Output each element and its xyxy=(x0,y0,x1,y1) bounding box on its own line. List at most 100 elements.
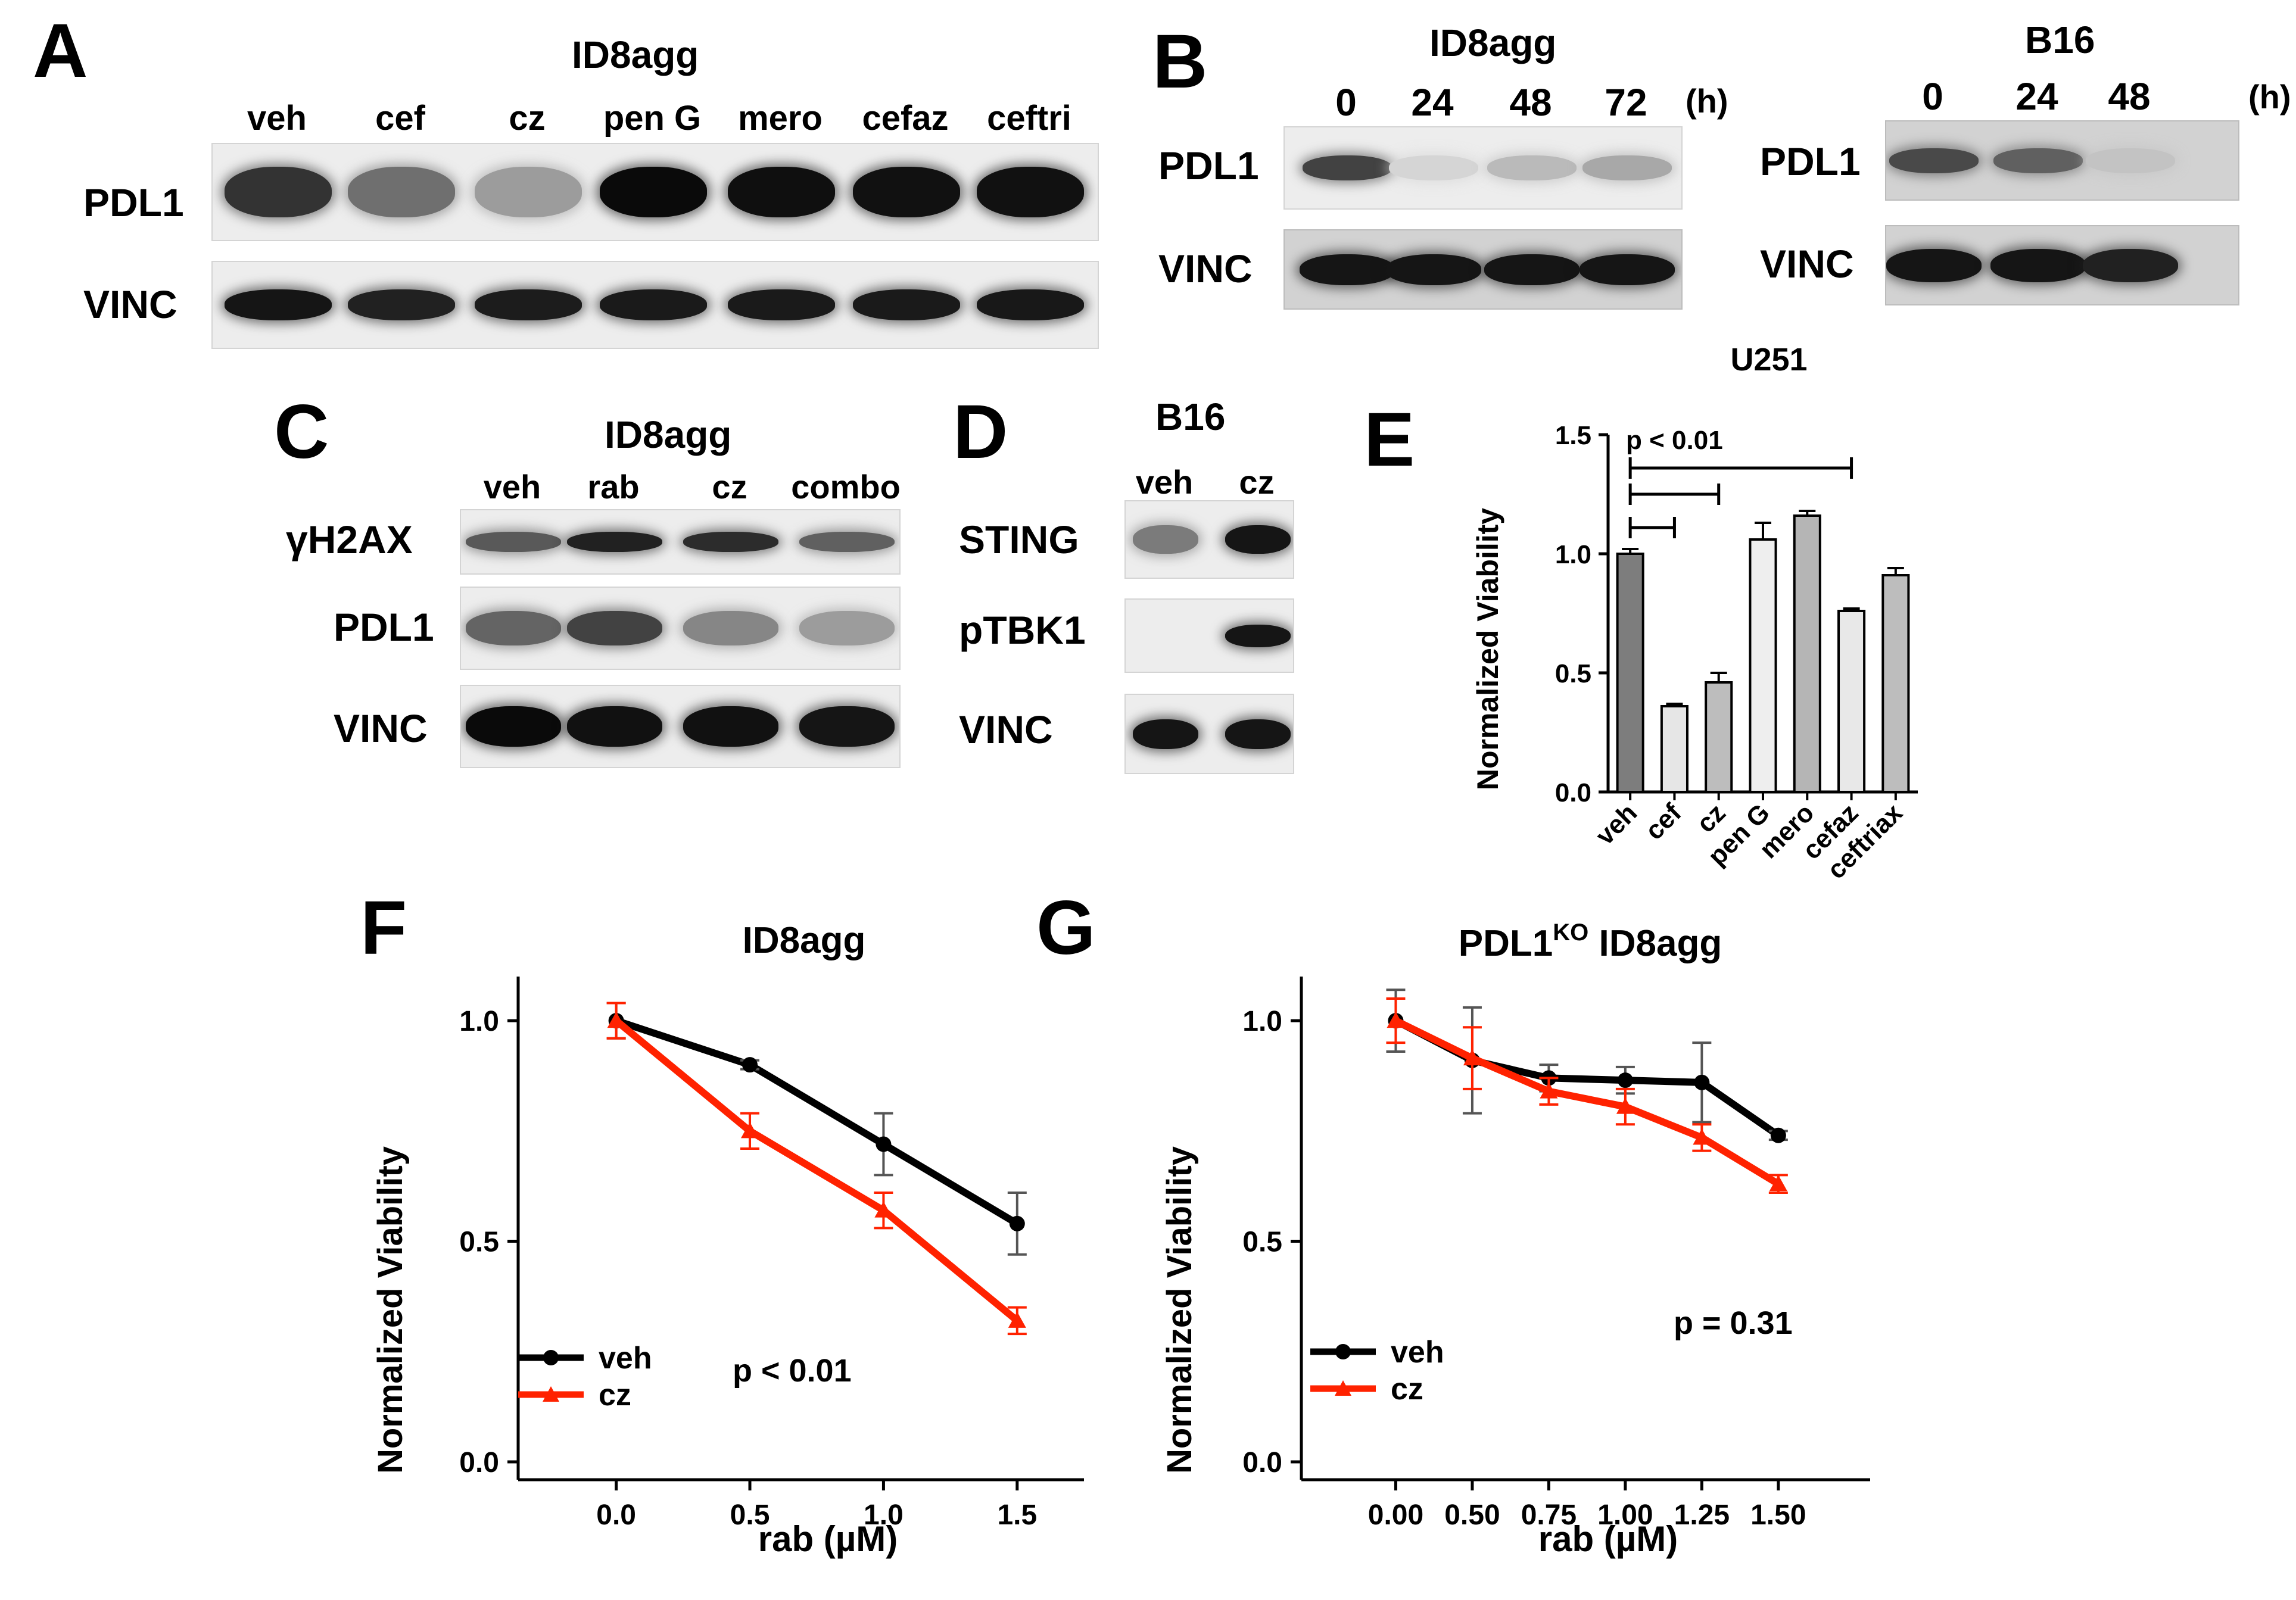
panel-a-title: ID8agg xyxy=(572,33,699,76)
chart-f-series-veh-point-1 xyxy=(742,1057,758,1073)
panel-b-id8agg-pdl1-band-2 xyxy=(1487,155,1577,180)
chart-e-bar-cefaz xyxy=(1837,610,1866,793)
panel-c-vinc-band-0 xyxy=(466,706,561,747)
panel-a-vinc-band-5 xyxy=(853,289,960,320)
chart-e-ytick-label-0: 0.0 xyxy=(1555,778,1591,807)
panel-a-row-label-pdl1: PDL1 xyxy=(83,180,184,224)
panel-e-bar-chart: U251 Normalized Viability 0.0 0.5 1.0 1.5 ve… xyxy=(1471,342,1918,885)
chart-g-xlabel: rab (µM) xyxy=(1538,1519,1678,1559)
chart-g-series-cz-point-0 xyxy=(1387,1012,1405,1028)
chart-e-bar-veh xyxy=(1616,553,1644,793)
chart-g-series-veh-line xyxy=(1394,1017,1781,1139)
panel-c-row-label-gh2ax: γH2AX xyxy=(286,517,413,562)
panel-a-pdl1-band-1 xyxy=(348,167,455,217)
panel-a-vinc-band-6 xyxy=(977,289,1084,320)
chart-e-xtick-label-0: veh xyxy=(1590,798,1643,850)
chart-e-bar-cz xyxy=(1705,681,1733,793)
panel-a-lane-3: pen G xyxy=(603,99,702,138)
chart-f-series-cz-line xyxy=(613,1018,1020,1324)
chart-g-xtick-label-3: 1.00 xyxy=(1597,1499,1653,1531)
panel-b-b16-tp-2: 48 xyxy=(2108,75,2151,118)
panel-a-lane-4: mero xyxy=(738,99,823,138)
chart-g-title-main: PDL1 xyxy=(1459,923,1553,964)
panel-b-b16-vinc-band-1 xyxy=(1990,248,2086,282)
panel-d-vinc-blot xyxy=(1124,694,1294,774)
panel-b-id8agg-tp-0: 0 xyxy=(1335,81,1357,124)
panel-a-pdl1-band-2 xyxy=(475,167,582,217)
chart-g-xtick-label-5: 1.50 xyxy=(1750,1499,1806,1531)
chart-f-xtick-label-3: 1.5 xyxy=(997,1499,1037,1531)
chart-f-series-cz-point-2 xyxy=(874,1201,893,1218)
panel-c-lane-3: combo xyxy=(791,468,901,506)
panel-a-vinc-band-1 xyxy=(348,289,455,320)
chart-f-ylabel: Normalized Viability xyxy=(371,1146,410,1474)
panel-c-lane-0: veh xyxy=(483,468,541,506)
panel-b-b16-tp-0: 0 xyxy=(1922,75,1943,118)
chart-g-series-veh-point-4 xyxy=(1694,1074,1710,1090)
panel-label-e: E xyxy=(1364,397,1415,482)
panel-a-pdl1-band-5 xyxy=(853,167,960,217)
chart-e-xtick-label-1: cef xyxy=(1640,798,1687,846)
panel-a-lane-5: cefaz xyxy=(862,99,949,138)
panel-b-id8agg-pdl1-band-0 xyxy=(1303,155,1392,180)
panel-a-vinc-band-2 xyxy=(475,289,582,320)
panel-c-gh2ax-band-1 xyxy=(567,532,662,552)
panel-c-title: ID8agg xyxy=(605,413,732,456)
chart-f-xlabel: rab (µM) xyxy=(758,1519,898,1559)
panel-c-vinc-band-3 xyxy=(799,706,895,747)
chart-g-legend-veh-marker xyxy=(1335,1344,1351,1359)
chart-g-xtick-label-0: 0.00 xyxy=(1368,1499,1423,1531)
panel-label-f: F xyxy=(360,885,407,971)
chart-g-xtick-label-4: 1.25 xyxy=(1674,1499,1730,1531)
panel-c-gh2ax-band-3 xyxy=(799,532,895,552)
panel-c-pdl1-band-0 xyxy=(466,611,561,645)
panel-b-unit-1: (h) xyxy=(1686,82,1728,120)
chart-g-title: PDL1KO ID8agg xyxy=(1459,919,1722,964)
chart-g-ytick-label-1: 0.5 xyxy=(1242,1227,1282,1258)
panel-c-gh2ax-blot xyxy=(460,509,901,575)
panel-c-row-label-pdl1: PDL1 xyxy=(334,605,434,649)
panel-label-b: B xyxy=(1152,19,1208,104)
panel-a-row-label-vinc: VINC xyxy=(83,282,177,326)
chart-g-legend-cz-label: cz xyxy=(1391,1372,1423,1406)
chart-g-ytick-label-2: 1.0 xyxy=(1242,1006,1282,1037)
panel-b-vinc-blot-id8agg xyxy=(1283,229,1683,310)
chart-e-bar-ceftriax xyxy=(1881,574,1910,793)
panel-d-sting-band-1 xyxy=(1225,525,1291,554)
panel-d-sting-blot xyxy=(1124,500,1294,579)
chart-f-legend-veh-marker xyxy=(543,1350,559,1365)
chart-f-ytick-label-0: 0.0 xyxy=(459,1447,499,1479)
chart-g-series-cz-point-3 xyxy=(1616,1097,1634,1114)
panel-b-b16-pdl1-band-0 xyxy=(1889,148,1979,173)
panel-a-pdl1-band-3 xyxy=(600,167,707,217)
chart-e-pvalue: p < 0.01 xyxy=(1626,426,1723,455)
panel-a-pdl1-band-0 xyxy=(225,167,332,217)
panel-b-id8agg-vinc-band-1 xyxy=(1386,254,1481,285)
chart-g-ylabel: Normalized Viability xyxy=(1160,1146,1199,1474)
panel-b-b16-tp-1: 24 xyxy=(2015,75,2058,118)
panel-b-row-label-vinc-id8agg: VINC xyxy=(1158,247,1253,291)
chart-f-series-veh-line xyxy=(615,1017,1019,1227)
panel-b-id8agg-tp-1: 24 xyxy=(1411,81,1454,124)
panel-c-vinc-band-2 xyxy=(683,706,778,747)
chart-e-ytick-label-3: 1.5 xyxy=(1555,421,1591,450)
panel-d-sting-band-0 xyxy=(1133,525,1198,554)
panel-b-b16-vinc-band-0 xyxy=(1886,248,1982,282)
chart-g-xtick-label-1: 0.50 xyxy=(1444,1499,1500,1531)
chart-f-legend-cz-label: cz xyxy=(599,1378,631,1412)
chart-e-bar-pen-G xyxy=(1749,538,1777,793)
chart-g-ytick-label-0: 0.0 xyxy=(1242,1447,1282,1479)
panel-a-vinc-blot xyxy=(211,261,1099,349)
chart-g-legend-cz-marker xyxy=(1335,1380,1351,1396)
chart-g-pvalue: p = 0.31 xyxy=(1674,1305,1793,1341)
panel-d-vinc-band-1 xyxy=(1225,719,1291,749)
panel-b-id8agg-tp-3: 72 xyxy=(1605,81,1647,124)
panel-d-title: B16 xyxy=(1155,395,1226,438)
chart-f-series-cz-point-1 xyxy=(741,1122,759,1139)
panel-b-vinc-blot-b16 xyxy=(1885,225,2239,305)
chart-f-series-veh-point-3 xyxy=(1009,1215,1025,1231)
panel-c-pdl1-band-2 xyxy=(683,611,778,645)
panel-c-gh2ax-band-2 xyxy=(683,532,778,552)
